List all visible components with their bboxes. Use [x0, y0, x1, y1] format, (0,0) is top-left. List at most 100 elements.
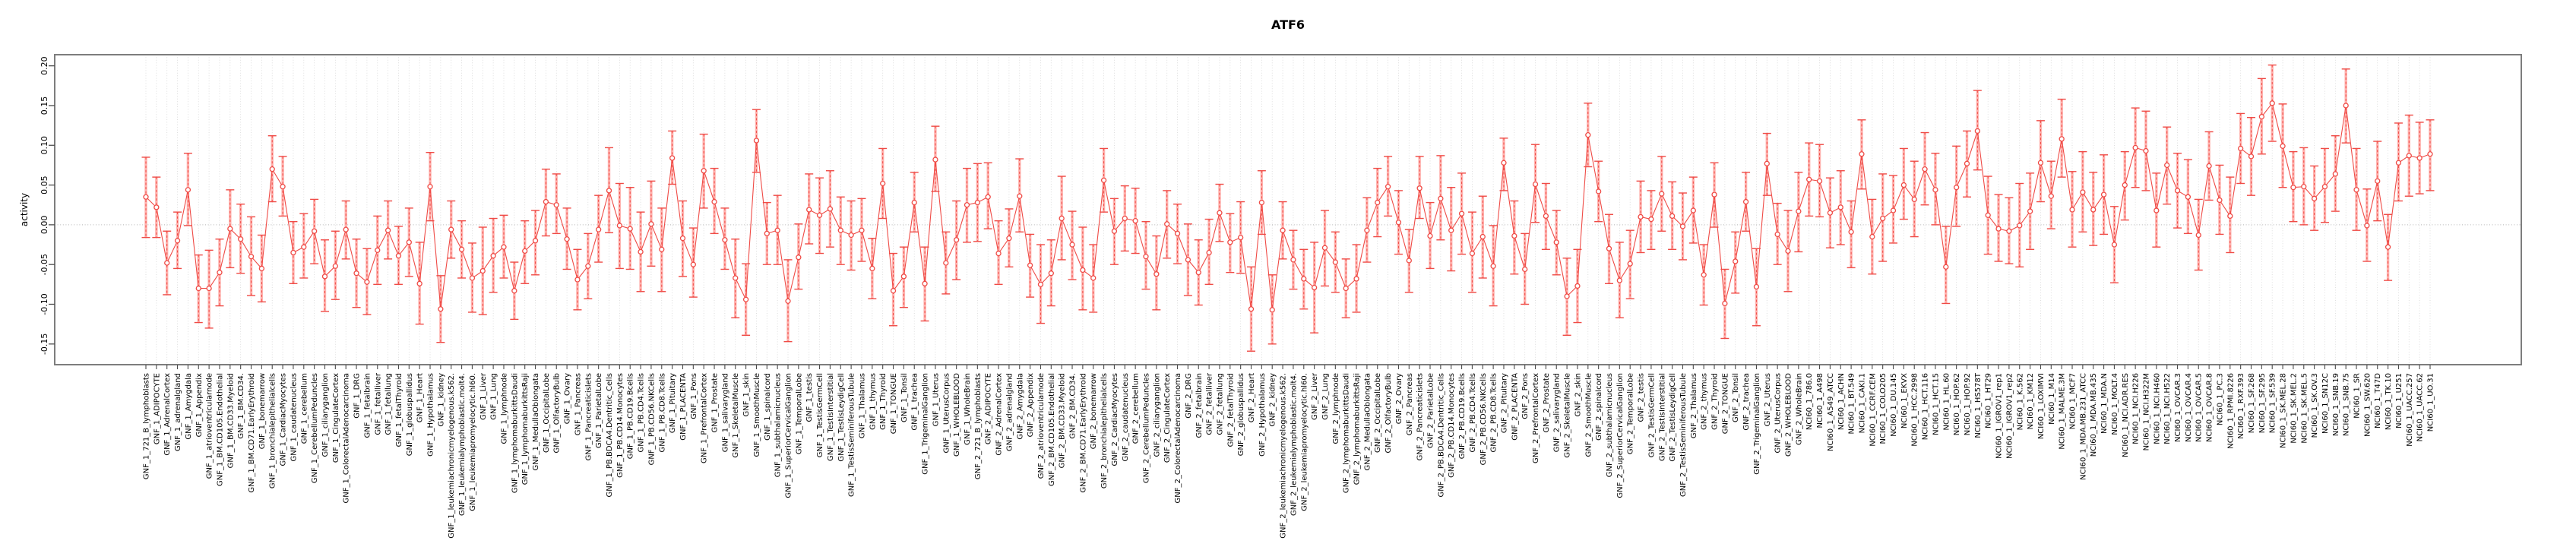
x-category-label: GNF_1_fetalliver: [374, 372, 382, 435]
x-category-label: GNF_2_Thalamus: [1690, 373, 1698, 438]
x-category-label: GNF_1_CingulateCortex: [332, 373, 340, 463]
x-category-label: NCI60_1_SNB.19: [2332, 373, 2340, 436]
data-point: [1532, 181, 1539, 188]
x-category-label: GNF_1_PLACENTA: [679, 373, 688, 441]
x-category-label: GNF_1_PrefrontalCortex: [701, 373, 709, 463]
x-category-label: NCI60_1_MCF7: [2069, 373, 2078, 429]
data-point: [1037, 281, 1044, 287]
x-category-label: GNF_1_PB.CD19.Bcells: [627, 373, 635, 459]
data-point: [2364, 223, 2370, 229]
data-point: [1659, 191, 1665, 197]
data-point: [2206, 163, 2212, 169]
x-category-label: GNF_1_ciliaryganglion: [321, 373, 330, 457]
data-point: [1301, 276, 1307, 282]
data-point: [1722, 300, 1728, 307]
x-category-label: GNF_1_WholeBrain: [964, 373, 972, 445]
y-tick-label: -0.10: [40, 293, 49, 315]
x-category-label: GNF_1_TrigeminalGanglion: [922, 373, 930, 475]
x-category-label: NCI60_1_MDA.N: [2100, 373, 2109, 434]
x-category-label: GNF_1_Ovary: [564, 373, 572, 424]
x-category-label: GNF_2_TestisLeydigCell: [1669, 373, 1677, 462]
data-point: [859, 227, 865, 233]
data-point: [406, 239, 412, 245]
x-category-label: GNF_2_TONGUE: [1721, 373, 1729, 434]
data-point: [2416, 155, 2423, 161]
x-category-label: GNF_1_trachea: [911, 373, 919, 431]
y-tick-label: 0.05: [40, 175, 49, 194]
x-category-label: GNF_1_leukemiapromyelocytic.hl60.: [469, 373, 477, 511]
data-point: [153, 204, 160, 210]
data-point: [1227, 239, 1233, 245]
x-category-label: NCI60_1_DU.145: [1890, 373, 1898, 437]
data-point: [722, 237, 728, 243]
x-category-label: NCI60_1_SF.268: [2248, 373, 2256, 433]
data-point: [1122, 215, 1128, 222]
data-point: [1406, 258, 1412, 264]
data-point: [364, 279, 370, 285]
x-category-label: NCI60_1_UO.31: [2427, 373, 2435, 432]
data-point: [2090, 207, 2097, 213]
data-point: [900, 274, 907, 280]
x-category-label: GNF_2_fetalbrain: [1195, 373, 1204, 438]
data-point: [596, 226, 602, 232]
data-point: [501, 244, 507, 250]
x-category-label: GNF_2_salivarygland: [1553, 373, 1562, 452]
x-category-label: NCI60_1_SK.MEL.5: [2300, 373, 2309, 444]
x-category-label: GNF_2_TestisSeminiferousTubule: [1679, 373, 1688, 497]
x-category-label: NCI60_1_SNB.75: [2343, 373, 2351, 436]
x-category-label: NCI60_1_HS578T: [1974, 372, 1983, 438]
data-point: [1111, 228, 1118, 234]
data-point: [1479, 233, 1486, 240]
data-point: [964, 202, 970, 208]
data-point: [1164, 221, 1170, 227]
data-point: [985, 194, 991, 200]
data-point: [2154, 207, 2160, 213]
data-point: [1385, 184, 1391, 190]
data-point: [2143, 147, 2149, 154]
x-category-label: NCI60_1_RPMI.8226: [2226, 373, 2235, 449]
data-point: [143, 194, 149, 200]
data-point: [2406, 153, 2412, 159]
data-point: [1564, 293, 1570, 299]
data-point: [469, 275, 476, 281]
data-point: [385, 227, 391, 233]
x-category-label: NCI60_1_BT.549: [1848, 373, 1856, 435]
data-point: [2248, 153, 2255, 160]
x-category-label: NCI60_1_ACHN: [1837, 373, 1846, 430]
data-point: [827, 206, 834, 212]
x-category-label: GNF_1_TestisGermCell: [816, 373, 824, 457]
x-category-label: GNF_2_MedullaOblongata: [1363, 373, 1372, 470]
data-point: [2174, 188, 2181, 194]
data-point: [1742, 198, 1749, 205]
x-category-label: GNF_2_PrefrontalCortex: [1532, 373, 1540, 463]
x-category-label: GNF_2_CingulateCortex: [1163, 373, 1172, 463]
data-point: [638, 248, 644, 255]
data-point: [1816, 178, 1823, 184]
x-category-label: GNF_1_adrenalgland: [174, 373, 182, 451]
data-point: [869, 265, 875, 272]
x-category-label: GNF_2_kidney: [1269, 373, 1277, 427]
data-point: [1100, 177, 1107, 183]
x-category-label: NCI60_1_CAKI.1: [1858, 373, 1866, 433]
data-point: [1679, 223, 1686, 229]
x-category-label: GNF_1_globuspallidus: [406, 373, 414, 456]
x-category-label: NCI60_1_UACC.62: [2416, 373, 2425, 441]
data-point: [1448, 227, 1454, 233]
data-point: [1427, 232, 1433, 239]
x-category-label: NCI60_1_IGROV1_rep2: [2005, 373, 2014, 459]
x-category-label: NCI60_1_SW.620: [2363, 373, 2372, 437]
x-category-label: GNF_1_leukemialymphoblastic.molt4.: [458, 373, 467, 516]
x-category-label: GNF_1_lymphomaburkittsDaudi: [511, 373, 519, 493]
x-category-label: GNF_1_Heart: [416, 373, 425, 422]
x-category-label: GNF_1_cerebellum: [300, 373, 309, 444]
data-point: [1154, 271, 1160, 277]
data-point: [816, 212, 823, 218]
x-category-label: GNF_1_TestisInterstitial: [827, 373, 835, 461]
x-category-label: GNF_1_thymus: [869, 373, 877, 430]
data-point: [1796, 208, 1802, 214]
x-category-label: NCI60_1_HOP.62: [1953, 373, 1961, 435]
x-category-label: GNF_2_CardiacMyocytes: [1111, 373, 1119, 466]
x-category-label: GNF_2_caudatenucleus: [1122, 373, 1130, 462]
x-category-label: GNF_1_caudatenucleus: [290, 373, 298, 462]
